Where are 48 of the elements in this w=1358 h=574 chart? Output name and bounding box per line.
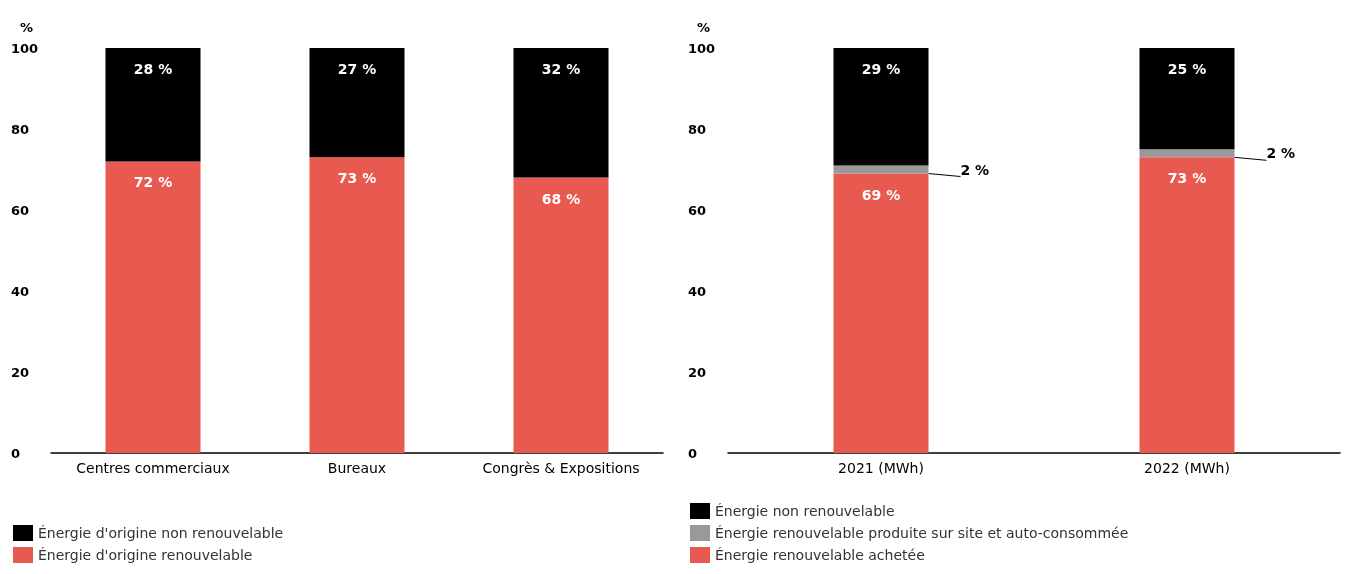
y-tick-label: 80	[11, 121, 30, 137]
bar	[1139, 157, 1235, 453]
y-tick-label: 20	[11, 364, 30, 380]
y-tick-label: 60	[11, 202, 30, 218]
legend-label: Énergie renouvelable achetée	[715, 547, 925, 563]
bar	[105, 161, 201, 453]
bar	[105, 48, 201, 162]
legend-label: Énergie d'origine non renouvelable	[38, 525, 284, 541]
y-axis-title: %	[696, 20, 710, 35]
data-label: 2 %	[1266, 145, 1296, 162]
x-tick-label: 2022 (MWh)	[1144, 460, 1230, 476]
legend-label: Énergie d'origine renouvelable	[38, 547, 253, 563]
y-axis-title: %	[19, 20, 33, 35]
y-tick-label: 0	[11, 445, 21, 461]
data-label: 68 %	[541, 190, 581, 207]
bar	[513, 48, 609, 178]
x-tick-label: Congrès & Expositions	[482, 460, 640, 476]
data-label: 29 %	[861, 61, 901, 77]
bar	[1139, 48, 1235, 150]
data-label: 2 %	[960, 161, 990, 178]
data-label: 32 %	[541, 61, 581, 77]
y-tick-label: 100	[11, 40, 39, 56]
y-tick-label: 40	[688, 283, 707, 299]
bar	[833, 165, 929, 174]
bar	[833, 48, 929, 166]
bar	[1139, 149, 1235, 158]
legend-label: Énergie non renouvelable	[715, 503, 895, 519]
x-tick-label: Bureaux	[327, 460, 387, 476]
data-label: 27 %	[337, 61, 377, 77]
y-tick-label: 60	[688, 202, 707, 218]
y-tick-label: 40	[11, 283, 30, 299]
y-tick-label: 0	[688, 445, 698, 461]
data-label: 73 %	[337, 170, 377, 187]
bar	[309, 48, 405, 158]
legend-label: Énergie renouvelable produite sur site et auto-consommée	[715, 525, 1129, 541]
bar	[833, 173, 929, 453]
y-tick-label: 80	[688, 121, 707, 137]
bar	[309, 157, 405, 453]
data-label: 72 %	[133, 174, 173, 191]
x-tick-label: Centres commerciaux	[76, 460, 230, 476]
bar	[513, 177, 609, 453]
data-label: 25 %	[1167, 61, 1207, 77]
data-label: 73 %	[1167, 170, 1207, 187]
y-tick-label: 100	[688, 40, 716, 56]
y-tick-label: 20	[688, 364, 707, 380]
data-label: 28 %	[133, 61, 173, 77]
data-label: 69 %	[861, 186, 901, 203]
x-tick-label: 2021 (MWh)	[838, 460, 924, 476]
